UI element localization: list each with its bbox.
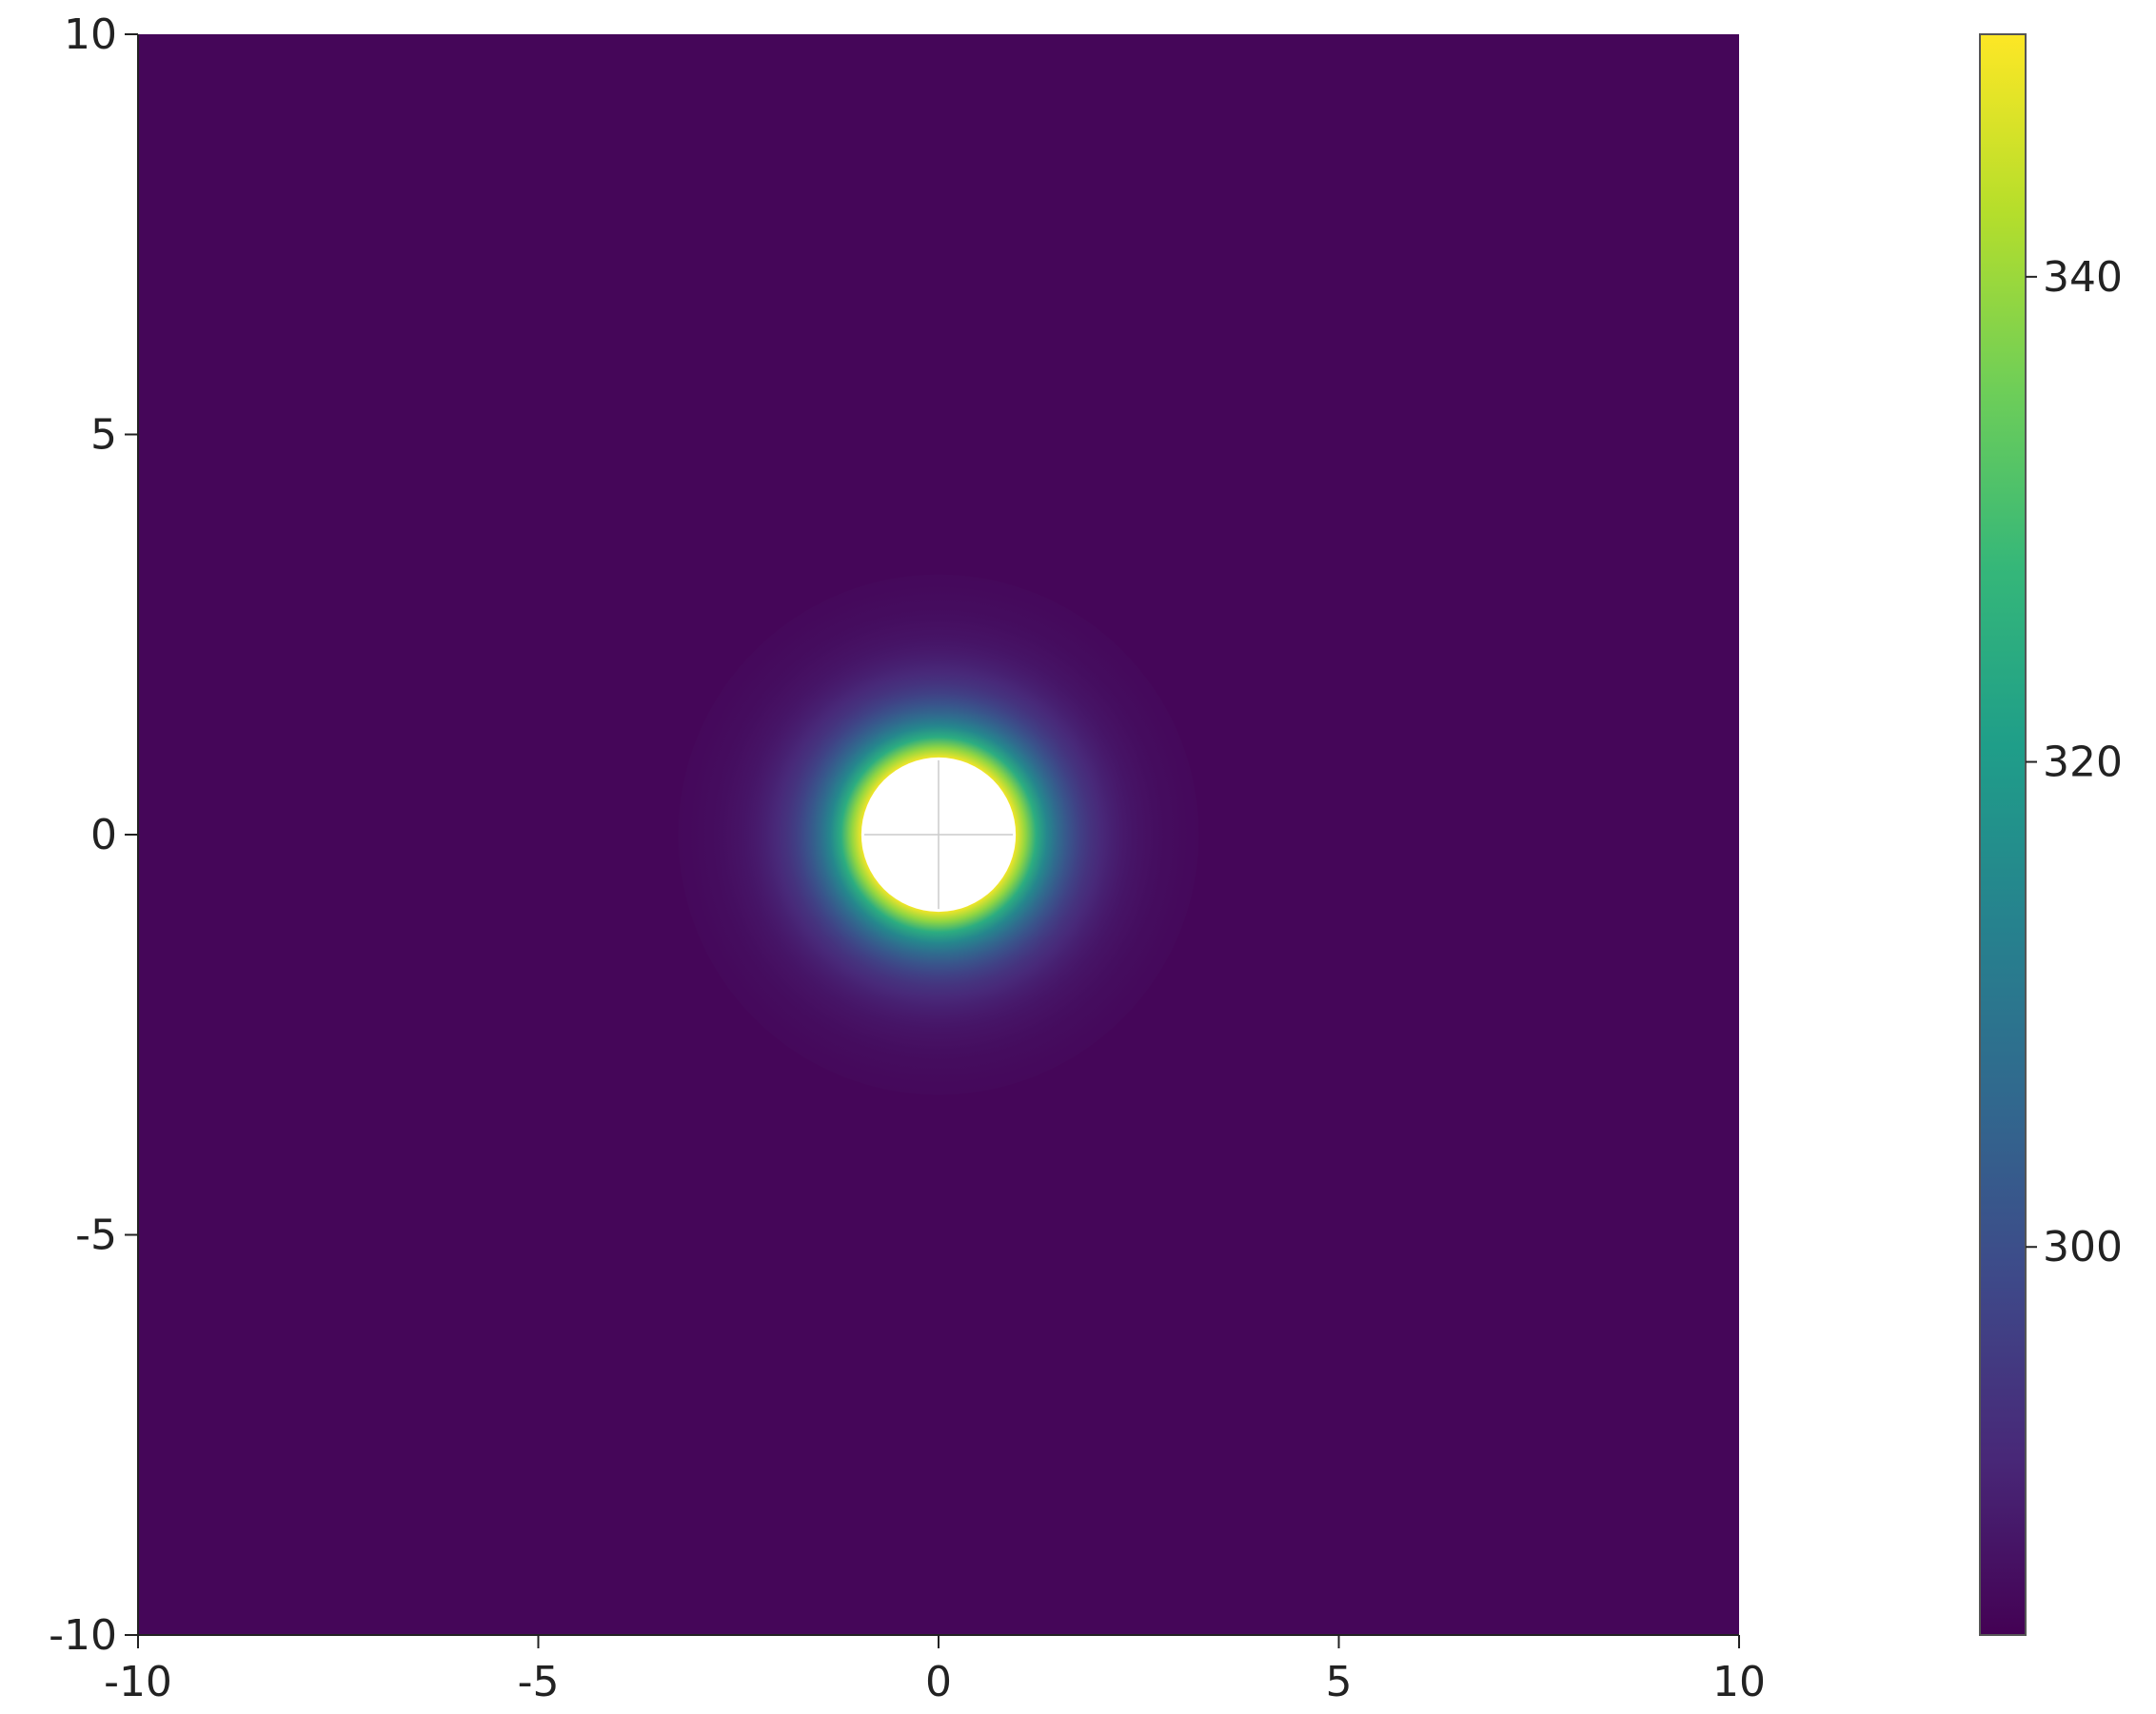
y-tick-label: -5 <box>75 1212 117 1260</box>
colorbar <box>1979 33 2027 1636</box>
x-tick-label: 10 <box>1712 1658 1766 1706</box>
x-tick-label: -10 <box>104 1658 172 1706</box>
y-tick-label: 10 <box>64 10 117 59</box>
x-tick-label: 0 <box>925 1658 952 1706</box>
colorbar-tick-label: 340 <box>2043 253 2123 302</box>
y-tick-label: 0 <box>90 811 117 859</box>
x-tick-label: -5 <box>518 1658 560 1706</box>
y-tick-label: -10 <box>49 1611 117 1660</box>
colorbar-tick-label: 300 <box>2043 1223 2123 1271</box>
y-axis-ticks: -10 -5 0 5 10 <box>49 10 138 1660</box>
colorbar-ticks: 300 320 340 <box>2026 253 2123 1271</box>
x-tick-label: 5 <box>1326 1658 1353 1706</box>
y-tick-label: 5 <box>90 411 117 460</box>
colorbar-tick-label: 320 <box>2043 739 2123 787</box>
x-axis-ticks: -10 -5 0 5 10 <box>104 1635 1766 1706</box>
